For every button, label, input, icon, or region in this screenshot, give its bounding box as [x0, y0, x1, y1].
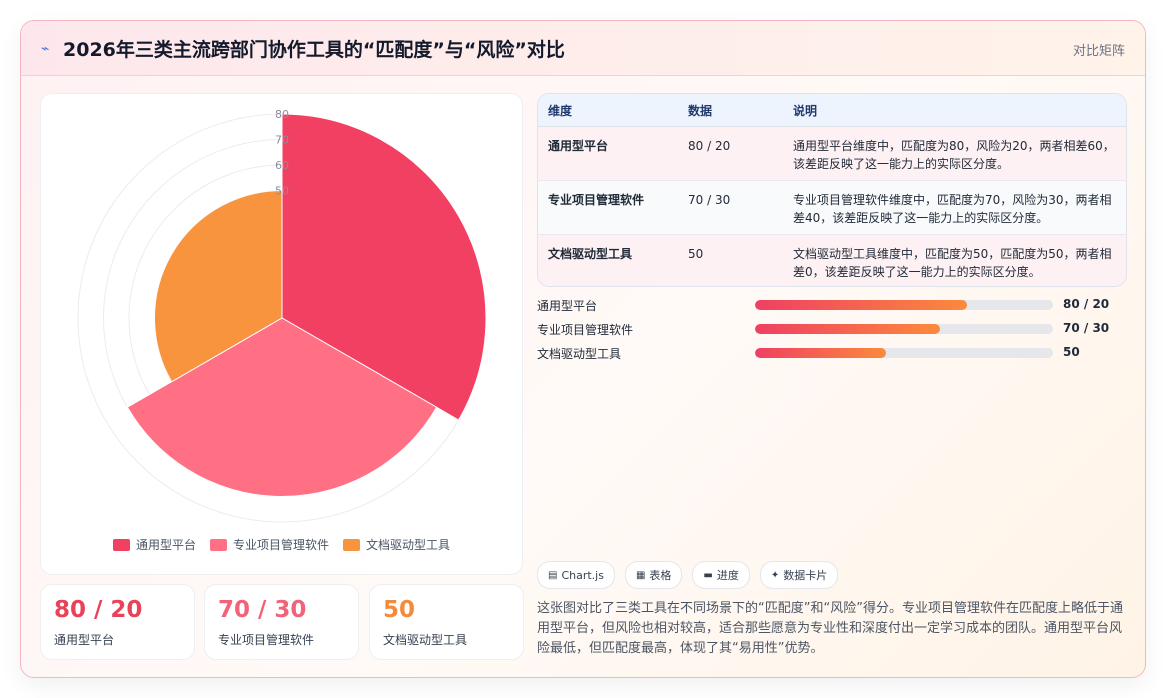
- progress-value: 80 / 20: [1063, 297, 1110, 311]
- card-icon: ✦: [770, 569, 780, 581]
- r-tick-label: 50: [275, 185, 289, 198]
- stat-value: 50: [383, 597, 416, 623]
- stat-card-pm: 70 / 30 专业项目管理软件: [204, 584, 359, 660]
- table-cell: 80 / 20: [678, 126, 783, 181]
- polar-wedge-2[interactable]: [154, 189, 283, 383]
- header-tag: 对比矩阵: [1072, 44, 1125, 59]
- table-cell: 70 / 30: [678, 180, 783, 235]
- table-cell: 50: [678, 234, 783, 286]
- progress-row: 文档驱动型工具 50: [537, 344, 1125, 368]
- chart-icon: ▤: [548, 569, 558, 581]
- legend-item[interactable]: 专业项目管理软件: [209, 536, 329, 553]
- page-title: 2026年三类主流跨部门协作工具的“匹配度”与“风险”对比: [63, 39, 565, 61]
- progress-track: [755, 324, 1053, 334]
- table-cell: 文档驱动型工具维度中，匹配度为50，匹配度为50，两者相差0，该差距反映了这一能…: [783, 234, 1126, 286]
- r-tick-label: 60: [275, 159, 289, 172]
- r-tick-label: 70: [275, 134, 289, 147]
- legend-label: 文档驱动型工具: [366, 538, 451, 552]
- progress-track: [755, 348, 1053, 358]
- table-cell: 专业项目管理软件: [538, 180, 678, 235]
- progress-fill: [755, 348, 887, 358]
- polar-wedge-0[interactable]: [281, 113, 487, 421]
- tag-label: 数据卡片: [783, 569, 828, 582]
- progress-value: 50: [1063, 345, 1080, 359]
- table-cell: 通用型平台维度中，匹配度为80，风险为20，两者相差60，该差距反映了这一能力上…: [783, 126, 1126, 181]
- progress-value: 70 / 30: [1063, 321, 1110, 335]
- chart-bolt-icon: ⌁: [41, 41, 50, 57]
- tag-datacard[interactable]: ✦ 数据卡片: [759, 561, 839, 589]
- progress-fill: [755, 300, 967, 310]
- legend-item[interactable]: 文档驱动型工具: [343, 536, 450, 553]
- progress-row: 通用型平台 80 / 20: [537, 296, 1125, 320]
- chart-legend: 通用型平台 专业项目管理软件 文档驱动型工具: [41, 536, 522, 553]
- stat-card-general: 80 / 20 通用型平台: [40, 584, 195, 660]
- stat-card-doc: 50 文档驱动型工具: [369, 584, 524, 660]
- stat-label: 专业项目管理软件: [218, 633, 315, 647]
- progress-bars: 通用型平台 80 / 20 专业项目管理软件 70 / 30 文档驱动型工具 5…: [537, 296, 1125, 368]
- legend-swatch: [209, 538, 227, 551]
- progress-track: [755, 300, 1053, 310]
- table-cell: 通用型平台: [538, 126, 678, 181]
- legend-label: 通用型平台: [135, 538, 196, 552]
- legend-item[interactable]: 通用型平台: [112, 536, 196, 553]
- table-cell: 专业项目管理软件维度中，匹配度为70，风险为30，两者相差40，该差距反映了这一…: [783, 180, 1126, 235]
- tag-list: ▤ Chart.js ▦ 表格 ▬ 进度 ✦ 数据卡片: [537, 561, 839, 589]
- table-row: 文档驱动型工具 50 文档驱动型工具维度中，匹配度为50，匹配度为50，两者相差…: [538, 234, 1126, 286]
- table-row: 通用型平台 80 / 20 通用型平台维度中，匹配度为80，风险为20，两者相差…: [538, 126, 1126, 181]
- column-header: 数据: [678, 94, 783, 127]
- progress-icon: ▬: [703, 569, 713, 581]
- tag-label: 表格: [649, 569, 672, 582]
- stat-value: 80 / 20: [54, 597, 143, 623]
- tag-table[interactable]: ▦ 表格: [624, 561, 683, 589]
- header-bar: ⌁ 2026年三类主流跨部门协作工具的“匹配度”与“风险”对比 对比矩阵: [21, 21, 1145, 76]
- legend-swatch: [343, 538, 360, 551]
- chart-description: 这张图对比了三类工具在不同场景下的“匹配度”和“风险”得分。专业项目管理软件在匹…: [537, 601, 1123, 656]
- stat-label: 文档驱动型工具: [383, 633, 468, 647]
- stat-value: 70 / 30: [218, 597, 307, 623]
- main-card: ⌁ 2026年三类主流跨部门协作工具的“匹配度”与“风险”对比 对比矩阵 50 6…: [20, 20, 1146, 678]
- legend-label: 专业项目管理软件: [232, 538, 329, 552]
- tag-chartjs[interactable]: ▤ Chart.js: [537, 561, 615, 589]
- stat-label: 通用型平台: [54, 633, 115, 647]
- table-header-row: 维度 数据 说明: [538, 94, 1126, 127]
- legend-swatch: [112, 538, 130, 551]
- r-tick-label: 80: [275, 108, 289, 121]
- comparison-table: 维度 数据 说明 通用型平台 80 / 20 通用型平台维度中，匹配度为80，风…: [537, 93, 1127, 287]
- progress-label: 通用型平台: [537, 299, 598, 313]
- polar-area-chart: 50 60 70 80: [77, 108, 487, 523]
- table-icon: ▦: [635, 569, 646, 581]
- column-header: 说明: [783, 94, 1126, 127]
- chart-panel: 50 60 70 80 通用型平台 专业项目管理软件 文档驱动型工具: [40, 93, 523, 575]
- tag-progress[interactable]: ▬ 进度: [692, 561, 750, 589]
- progress-fill: [755, 324, 940, 334]
- column-header: 维度: [538, 94, 678, 127]
- table-row: 专业项目管理软件 70 / 30 专业项目管理软件维度中，匹配度为70，风险为3…: [538, 180, 1126, 235]
- progress-label: 专业项目管理软件: [537, 323, 634, 337]
- tag-label: Chart.js: [561, 568, 604, 582]
- table-cell: 文档驱动型工具: [538, 234, 678, 286]
- progress-label: 文档驱动型工具: [537, 347, 622, 361]
- progress-row: 专业项目管理软件 70 / 30: [537, 320, 1125, 344]
- tag-label: 进度: [716, 569, 739, 582]
